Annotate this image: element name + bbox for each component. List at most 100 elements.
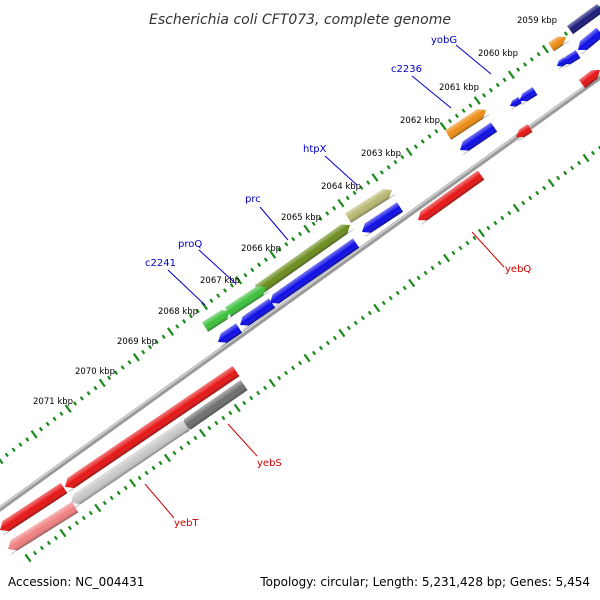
leader-prc <box>259 206 289 241</box>
gene-navy-top <box>567 3 600 35</box>
tick-mark <box>371 173 379 182</box>
tick-mark <box>24 553 32 563</box>
tick-mark <box>311 221 316 226</box>
tick-mark <box>113 370 118 375</box>
tick-mark <box>303 224 311 234</box>
tick-mark <box>528 195 533 201</box>
tick-mark <box>188 313 193 319</box>
gene-blue-8 <box>270 238 360 308</box>
gene-olive-prc <box>254 224 354 295</box>
tick-mark <box>405 147 413 157</box>
tick-mark <box>521 200 526 206</box>
tick-mark <box>590 150 596 156</box>
tick-mark <box>228 410 233 416</box>
tick-mark <box>360 315 365 321</box>
tick-label-2068: 2068 kbp <box>158 307 198 317</box>
gene-label-yebT: yebT <box>174 518 199 529</box>
tick-mark <box>522 62 528 67</box>
tick-mark <box>214 420 219 426</box>
tick-mark <box>45 421 50 427</box>
tick-mark <box>465 240 470 246</box>
tick-mark <box>447 118 453 124</box>
tick-mark <box>346 325 351 331</box>
gene-blue-9 <box>240 298 276 330</box>
tick-mark <box>39 545 45 551</box>
tick-mark <box>439 121 447 131</box>
forward-gene-labels: yobG c2236 htpX prc proQ c2241 <box>145 35 457 269</box>
tick-mark <box>597 145 600 150</box>
tick-mark <box>379 170 384 175</box>
tick-mark <box>94 503 102 513</box>
tick-mark <box>216 293 221 298</box>
tick-mark <box>161 334 166 339</box>
tick-mark <box>434 129 439 134</box>
tick-mark <box>179 445 184 451</box>
tick-mark <box>186 440 191 446</box>
tick-mark <box>123 485 128 491</box>
gene-green-proQ <box>224 286 270 318</box>
tick-label-2069: 2069 kbp <box>117 337 157 347</box>
tick-mark <box>109 495 114 501</box>
genome-backbone <box>0 74 600 512</box>
forward-strand-genes <box>202 3 600 347</box>
accession-text: Accession: NC_004431 <box>8 575 144 589</box>
tick-mark <box>556 175 561 181</box>
tick-mark <box>367 310 372 316</box>
tick-mark <box>535 190 540 196</box>
gene-blue-7 <box>362 202 404 238</box>
tick-mark <box>151 465 156 471</box>
tick-label-2071: 2071 kbp <box>33 397 73 407</box>
map-title: Escherichia coli CFT073, complete genome <box>149 12 451 28</box>
kbp-tick-labels: 2059 kbp 2060 kbp 2061 kbp 2062 kbp 2063… <box>33 16 557 407</box>
tick-mark <box>127 360 132 365</box>
tick-mark <box>193 435 198 441</box>
tick-mark <box>570 165 575 171</box>
tick-label-2061: 2061 kbp <box>439 83 479 93</box>
tick-label-2066: 2066 kbp <box>241 244 281 254</box>
leader-c2236 <box>411 75 452 109</box>
gene-red-yebT-main <box>65 366 240 493</box>
gene-olive-light-htpX <box>345 189 396 224</box>
tick-mark <box>482 93 487 98</box>
tick-mark <box>386 164 391 170</box>
tick-mark <box>443 253 451 263</box>
tick-mark <box>243 272 248 278</box>
gene-green-c2241 <box>202 310 234 333</box>
gene-pink <box>8 501 79 555</box>
tick-mark <box>235 275 243 285</box>
gene-blue-1 <box>578 27 600 55</box>
tick-mark <box>38 426 43 432</box>
tick-mark <box>359 185 364 191</box>
leader-yebQ <box>471 231 505 268</box>
tick-label-2065: 2065 kbp <box>281 213 321 223</box>
tick-mark <box>52 416 57 422</box>
tick-mark <box>93 385 98 391</box>
tick-mark <box>486 225 491 231</box>
tick-mark <box>11 447 16 452</box>
tick-mark <box>18 442 23 447</box>
tick-mark <box>516 67 521 72</box>
tick-label-2059: 2059 kbp <box>517 16 557 26</box>
tick-mark <box>495 82 500 88</box>
tick-mark <box>488 87 493 93</box>
tick-mark <box>577 160 582 166</box>
gene-orange-small <box>548 36 570 52</box>
tick-mark <box>172 450 177 456</box>
tick-mark <box>345 195 350 201</box>
tick-mark <box>468 103 473 108</box>
gene-gray-light <box>71 420 190 509</box>
gene-label-leaders <box>144 44 505 519</box>
tick-mark <box>297 360 303 366</box>
gene-label-prc: prc <box>245 194 261 205</box>
gene-label-c2236: c2236 <box>391 64 422 75</box>
tick-mark <box>393 159 398 165</box>
tick-mark <box>116 490 121 496</box>
tick-mark <box>229 283 234 288</box>
leader-c2241 <box>167 269 206 306</box>
gene-label-yebS: yebS <box>257 458 282 469</box>
tick-mark <box>4 452 9 458</box>
tick-mark <box>563 170 568 176</box>
tick-mark <box>451 250 456 256</box>
tick-mark <box>366 180 371 185</box>
